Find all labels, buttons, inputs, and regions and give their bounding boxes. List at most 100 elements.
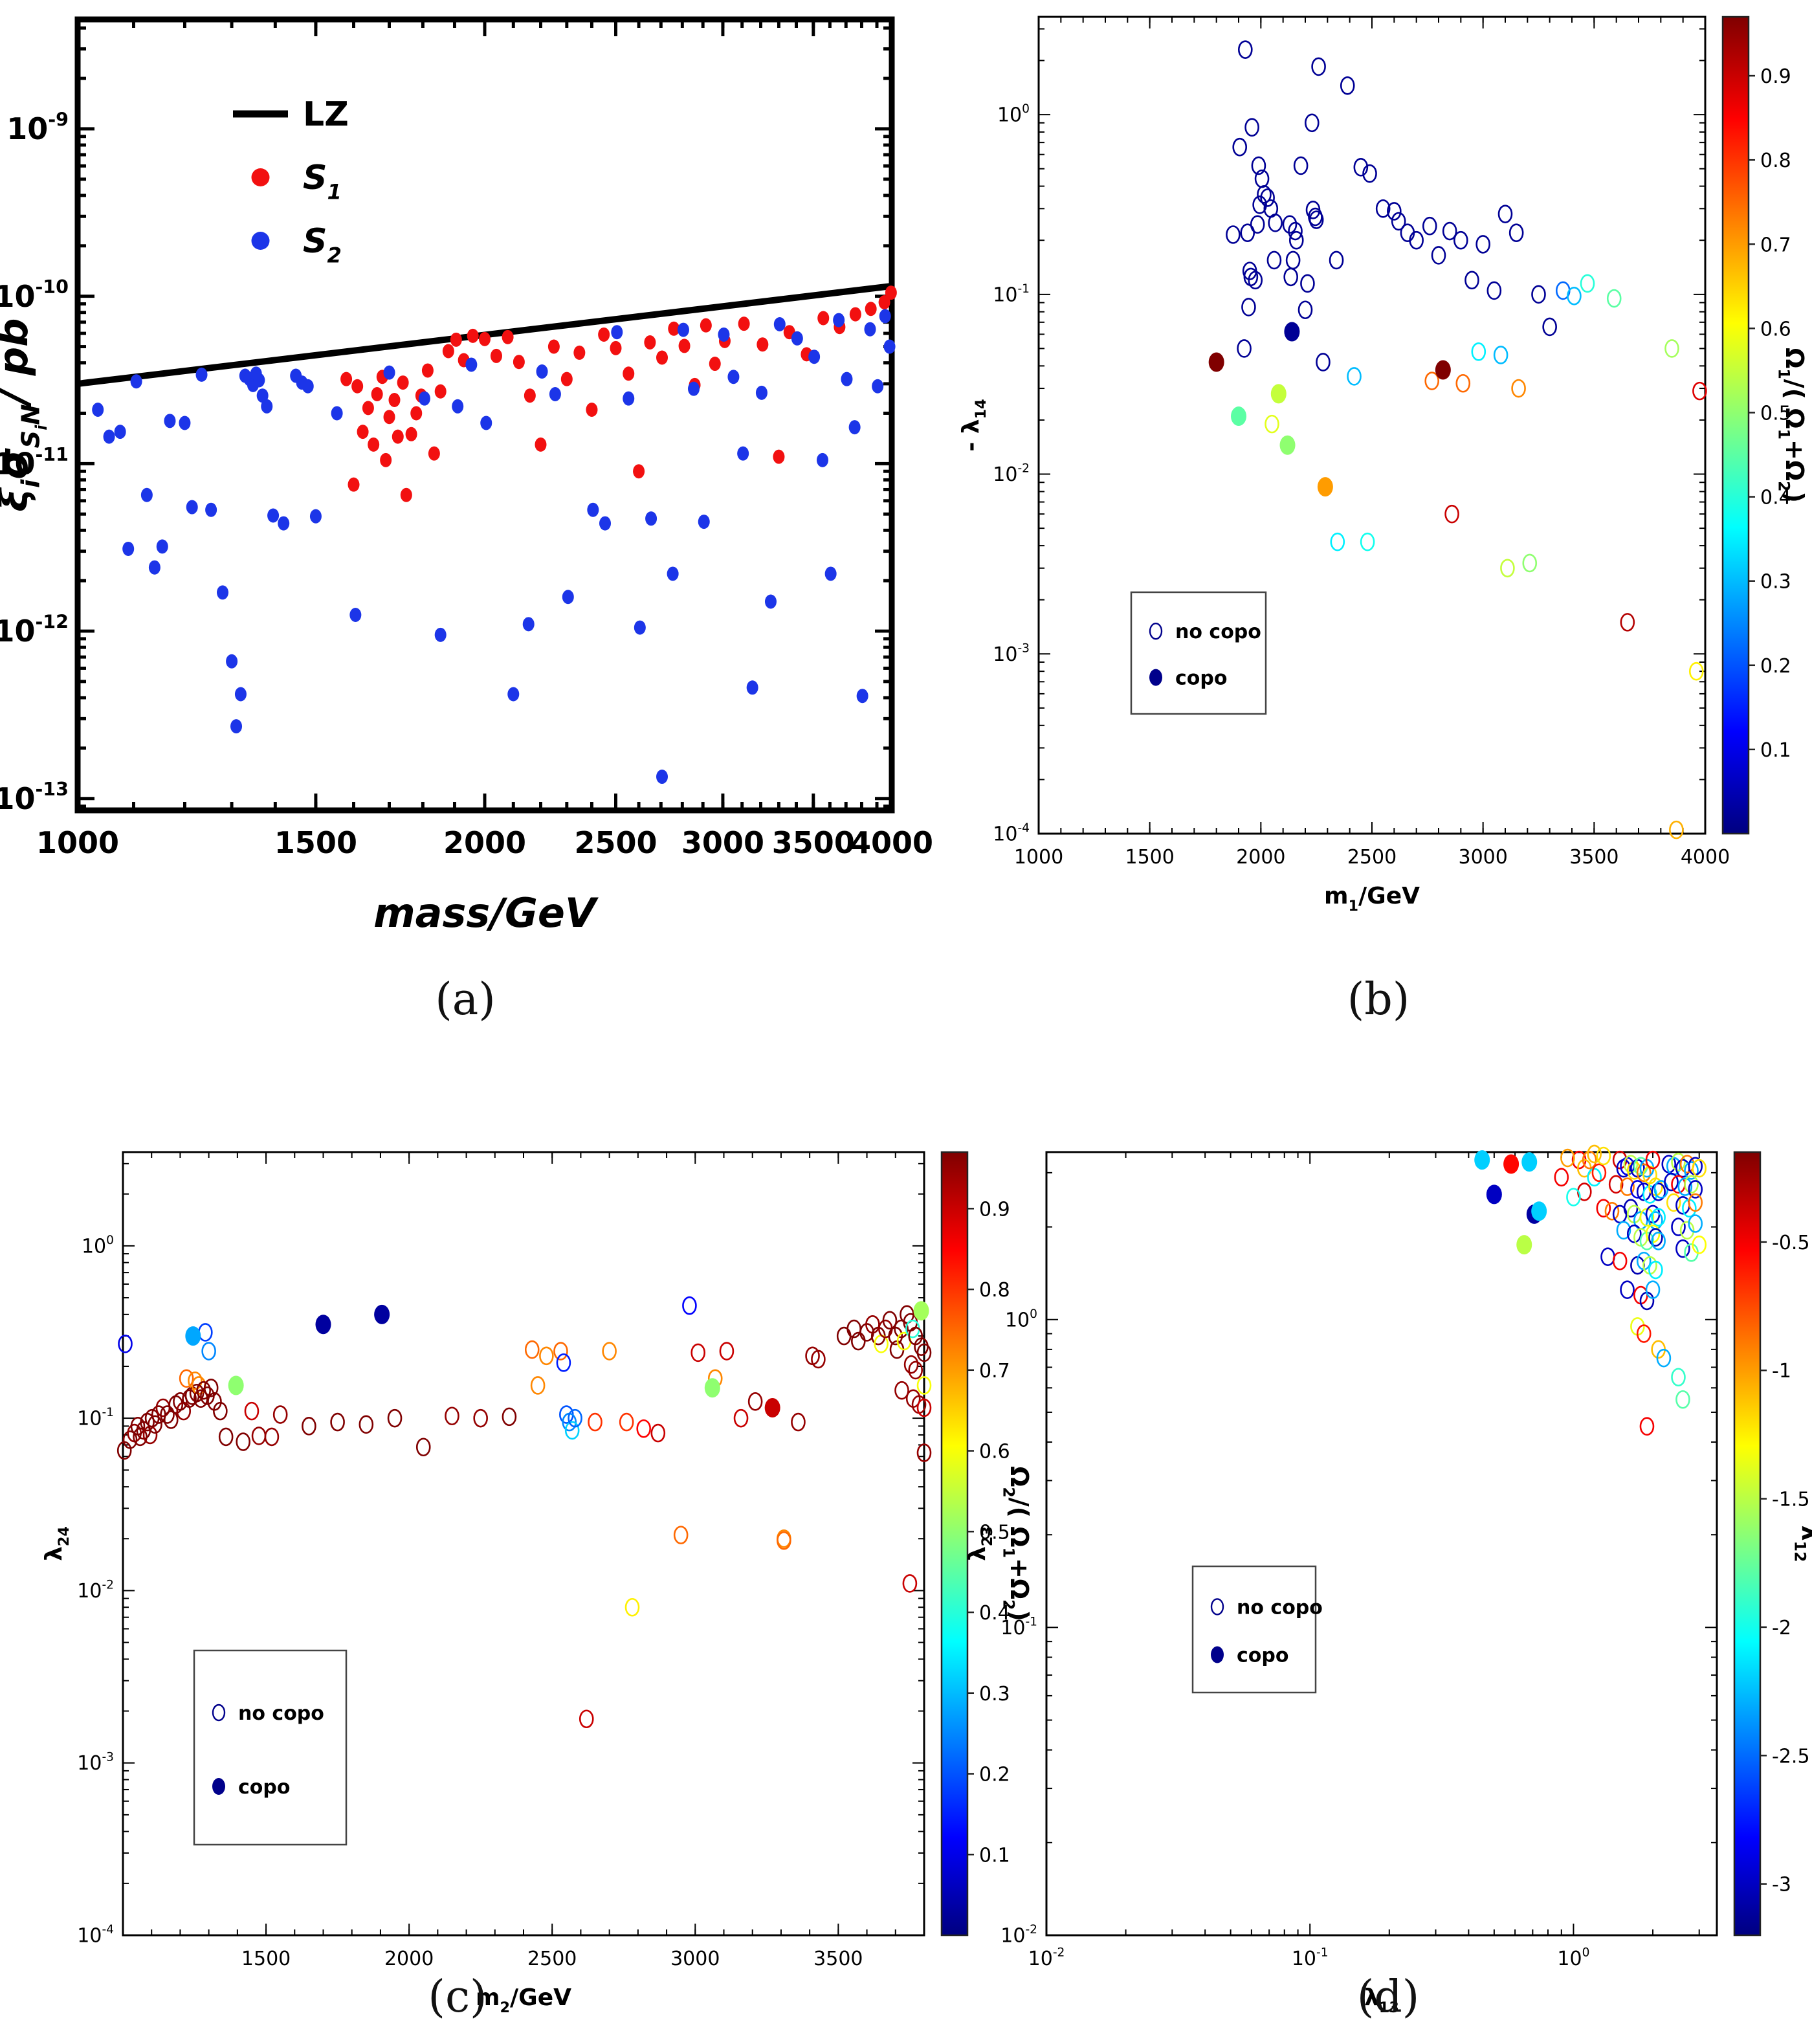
legend-b: no copo copo	[1130, 591, 1267, 715]
data-point	[467, 328, 479, 343]
data-point-open	[1580, 274, 1595, 293]
legend-marker-dot	[251, 168, 270, 186]
data-point-open	[908, 1361, 923, 1380]
data-point-open	[1226, 225, 1241, 244]
data-point	[667, 566, 679, 581]
open-points-b	[1226, 40, 1707, 839]
data-point	[383, 410, 395, 425]
data-point-open	[188, 1371, 203, 1390]
data-point-open	[1639, 1417, 1655, 1436]
colorbar-tick-label: 0.1	[1760, 739, 1791, 762]
legend-marker-open	[1210, 1598, 1224, 1616]
legend-label: no copo	[238, 1702, 324, 1725]
ticks-c	[123, 1152, 924, 1936]
data-point	[816, 452, 828, 467]
data-point	[156, 539, 168, 554]
colorbar-label-d: λ12	[1791, 1526, 1812, 1562]
data-point-open	[1288, 230, 1304, 250]
data-point	[817, 311, 830, 326]
data-point-open	[1257, 185, 1272, 204]
axes-frame-d	[1045, 1151, 1718, 1937]
data-point	[421, 363, 434, 378]
data-point-open	[553, 1342, 568, 1361]
data-point	[351, 379, 364, 394]
data-point-open	[1391, 212, 1406, 231]
data-point	[186, 500, 198, 515]
data-point-filled	[704, 1378, 720, 1398]
data-point-filled	[1474, 1150, 1490, 1170]
x-tick-label: 3500	[1569, 846, 1619, 869]
y-tick-label: 10-1	[77, 1406, 114, 1430]
caption-a: (a)	[435, 974, 496, 1025]
data-point-open	[1616, 1221, 1631, 1240]
data-point-open	[1252, 195, 1267, 214]
data-point-open	[1311, 57, 1326, 76]
data-point-open	[1692, 1235, 1707, 1254]
data-point-open	[1688, 661, 1704, 681]
data-point-open	[539, 1346, 554, 1366]
data-point	[755, 385, 768, 400]
data-point-filled	[764, 1397, 780, 1417]
y-tick-label: 10-11	[0, 444, 69, 482]
data-point-open	[1620, 1280, 1635, 1299]
colorbar-tick-label: 0.9	[1760, 65, 1791, 88]
data-point	[130, 374, 142, 389]
data-point-filled	[1521, 1152, 1538, 1172]
data-point-open	[1486, 281, 1502, 300]
x-axis-label-c: m2/GeV	[476, 1984, 571, 2016]
data-point-open	[1620, 1177, 1635, 1196]
data-point	[746, 680, 758, 695]
colorbar-gradient	[1721, 16, 1750, 835]
data-point-open	[1232, 137, 1248, 157]
data-point-open	[1666, 1157, 1681, 1176]
data-point-open	[218, 1427, 234, 1447]
data-point-open	[1266, 250, 1282, 270]
data-point	[791, 331, 803, 346]
x-tick-label: 3000	[681, 825, 764, 860]
data-point	[547, 339, 560, 354]
data-point	[623, 391, 635, 406]
data-point-open	[1330, 532, 1345, 551]
axes-frame-a	[74, 16, 895, 814]
data-point	[348, 477, 360, 492]
panel-d: 10-2 10-1 100 100 10-1 10-2 λ13 λ23 no copo copo -…	[964, 1144, 1812, 2016]
data-point-open	[916, 1343, 932, 1362]
data-point	[808, 350, 821, 364]
data-point-open	[894, 1319, 909, 1339]
data-point-open	[1664, 339, 1679, 358]
data-point-open	[1688, 1214, 1703, 1233]
data-point	[700, 318, 712, 333]
data-point-open	[1688, 1180, 1703, 1199]
colorbar-tick-label: -1	[1772, 1360, 1791, 1383]
data-point	[331, 406, 343, 421]
data-point	[371, 387, 383, 402]
y-axis-label-a: ξiσSiN/ pb	[0, 318, 50, 511]
data-point	[480, 416, 492, 430]
data-point-filled	[1516, 1235, 1532, 1255]
colorbar-tick-label: -1.5	[1772, 1489, 1810, 1511]
data-point-filled	[185, 1326, 201, 1346]
data-point	[824, 566, 837, 581]
legend-marker-dot	[251, 232, 270, 250]
data-point	[368, 437, 380, 452]
data-point-open	[1241, 298, 1256, 317]
legend-a: LZ S1 S2	[233, 95, 349, 268]
data-point-open	[1671, 1368, 1686, 1387]
data-point	[205, 502, 217, 517]
data-point	[302, 379, 314, 394]
data-point	[878, 295, 890, 310]
data-point-open	[1453, 230, 1468, 250]
legend-marker-filled	[1149, 669, 1162, 686]
data-point-open	[1238, 40, 1253, 59]
data-point-open	[244, 1401, 260, 1421]
data-point	[727, 370, 740, 384]
data-point	[340, 372, 353, 386]
colorbar-tick-label: 0.6	[1760, 318, 1791, 340]
x-tick-label: 10-2	[1028, 1946, 1065, 1971]
data-point	[383, 365, 395, 380]
data-point	[122, 541, 135, 556]
data-point	[392, 429, 404, 444]
data-point	[885, 285, 897, 300]
data-point-filled	[1486, 1184, 1502, 1205]
